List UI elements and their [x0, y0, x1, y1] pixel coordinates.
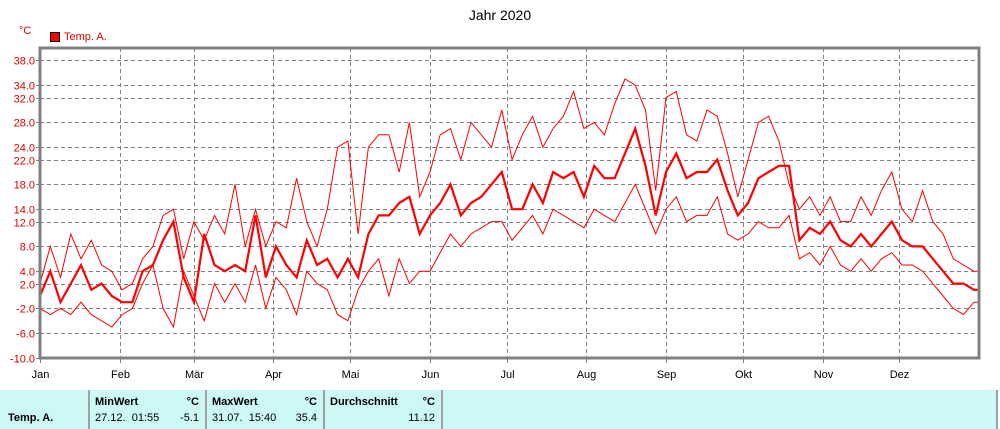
series-line-avg — [38, 125, 981, 307]
max-column: MaxWert °C 31.07. 15:40 35.4 — [205, 390, 323, 429]
x-tick-label: Nov — [814, 369, 834, 381]
chart-title: Jahr 2020 — [468, 7, 532, 23]
y-tick-label: 28.0 — [14, 118, 35, 130]
y-tick-label: 14.0 — [14, 205, 35, 217]
max-value: 35.4 — [295, 412, 317, 424]
series-line-max — [39, 78, 980, 291]
x-tick-label: Mai — [342, 369, 360, 381]
max-header: MaxWert — [212, 396, 258, 408]
y-tick-label: -10.0 — [10, 354, 35, 366]
max-unit: °C — [304, 396, 317, 408]
max-time: 31.07. 15:40 — [212, 412, 277, 424]
y-tick-label: -6.0 — [16, 329, 35, 341]
min-time: 27.12. 01:55 — [95, 412, 160, 424]
x-tick-label: Jul — [500, 369, 514, 381]
legend[interactable]: Temp. A. — [50, 31, 107, 43]
min-value: -5.1 — [180, 412, 199, 424]
x-tick-label: Feb — [111, 369, 130, 381]
x-tick-label: Mär — [185, 369, 204, 381]
y-tick-label: 32.0 — [14, 94, 35, 106]
x-tick-label: Apr — [265, 369, 282, 381]
statistics-table: Temp. A. MinWert °C 27.12. 01:55 -5.1 Ma… — [0, 390, 998, 429]
avg-column: Durchschnitt °C 11.12 — [323, 390, 441, 429]
avg-header: Durchschnitt — [330, 396, 398, 408]
avg-unit: °C — [422, 396, 435, 408]
stats-row-label: Temp. A. — [8, 412, 54, 424]
y-tick-label: -2.0 — [16, 304, 35, 316]
y-tick-label: 8.0 — [20, 242, 35, 254]
y-tick-label: 2.0 — [20, 280, 35, 292]
y-axis-unit: °C — [19, 25, 32, 37]
y-tick-label: 38.0 — [14, 56, 35, 68]
x-tick-label: Jun — [422, 369, 440, 381]
y-tick-label: 4.0 — [20, 267, 35, 279]
min-header: MinWert — [95, 396, 139, 408]
min-column: MinWert °C 27.12. 01:55 -5.1 — [88, 390, 205, 429]
y-tick-label: 24.0 — [14, 143, 35, 155]
y-tick-label: 22.0 — [14, 156, 35, 168]
plot-frame — [38, 46, 981, 360]
y-tick-label: 12.0 — [14, 218, 35, 230]
avg-value: 11.12 — [408, 412, 435, 424]
data-series — [38, 78, 981, 329]
x-tick-label: Okt — [735, 369, 752, 381]
y-tick-label: 34.0 — [14, 81, 35, 93]
legend-swatch-icon — [50, 32, 60, 42]
x-tick-label: Dez — [890, 369, 910, 381]
grid-lines — [40, 48, 979, 358]
x-tick-label: Sep — [657, 369, 677, 381]
y-tick-label: 18.0 — [14, 180, 35, 192]
empty-column — [441, 390, 996, 429]
min-unit: °C — [186, 396, 199, 408]
x-tick-label: Jan — [32, 369, 50, 381]
x-tick-label: Aug — [577, 369, 597, 381]
series-line-min — [39, 183, 980, 329]
y-axis-ticks: -10.0 -6.0 -2.0 2.04.0 8.0 12.014.0 18.0 22.024… — [10, 56, 40, 366]
x-axis-ticks: Jan Feb Mär Apr Mai Jun Jul Aug Sep Okt Nov Dez — [32, 358, 910, 381]
legend-label: Temp. A. — [64, 31, 107, 43]
line-chart: -10.0 -6.0 -2.0 2.04.0 8.0 12.014.0 18.0 22.024… — [10, 46, 981, 381]
